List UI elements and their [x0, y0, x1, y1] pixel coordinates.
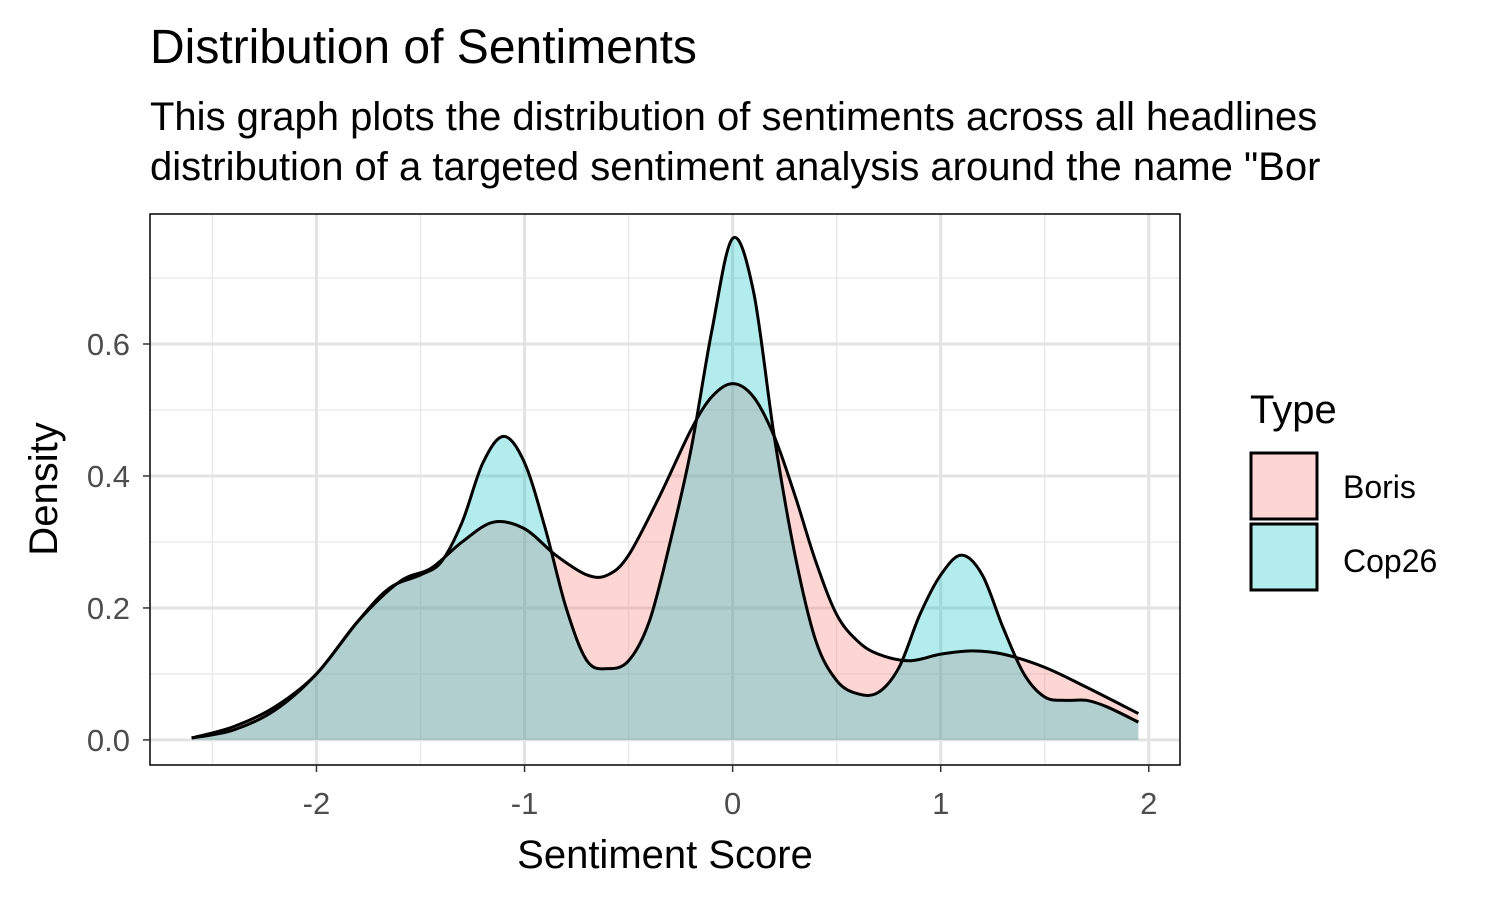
chart-subtitle-line-2: distribution of a targeted sentiment ana…	[150, 145, 1320, 189]
y-tick-label: 0.2	[87, 591, 130, 626]
legend-label-boris: Boris	[1343, 469, 1416, 505]
x-axis-ticks: -2 -1 0 1 2	[303, 765, 1157, 821]
y-axis-ticks: 0.0 0.2 0.4 0.6	[87, 327, 150, 758]
x-tick-label: -2	[303, 786, 331, 821]
y-tick-label: 0.0	[87, 723, 130, 758]
chart-title: Distribution of Sentiments	[150, 21, 697, 74]
x-tick-label: 2	[1140, 786, 1157, 821]
x-axis-title: Sentiment Score	[517, 833, 813, 877]
legend: Type Boris Cop26	[1249, 388, 1437, 592]
density-line-cop26	[191, 235, 1140, 740]
x-tick-label: 1	[932, 786, 949, 821]
legend-title: Type	[1250, 388, 1337, 432]
chart-subtitle-line-1: This graph plots the distribution of sen…	[150, 95, 1317, 139]
density-areas	[191, 237, 1139, 740]
x-tick-label: -1	[511, 786, 539, 821]
y-tick-label: 0.4	[87, 459, 130, 494]
y-tick-label: 0.6	[87, 327, 130, 362]
gridlines	[150, 214, 1180, 765]
density-area-cop26	[191, 237, 1139, 740]
legend-label-cop26: Cop26	[1343, 543, 1437, 579]
y-axis-title: Density	[22, 422, 66, 555]
plot-panel-border	[149, 213, 1181, 766]
x-tick-label: 0	[724, 786, 741, 821]
legend-swatch-cop26	[1249, 522, 1319, 592]
legend-swatch-boris	[1249, 451, 1319, 521]
density-lines	[191, 235, 1140, 740]
